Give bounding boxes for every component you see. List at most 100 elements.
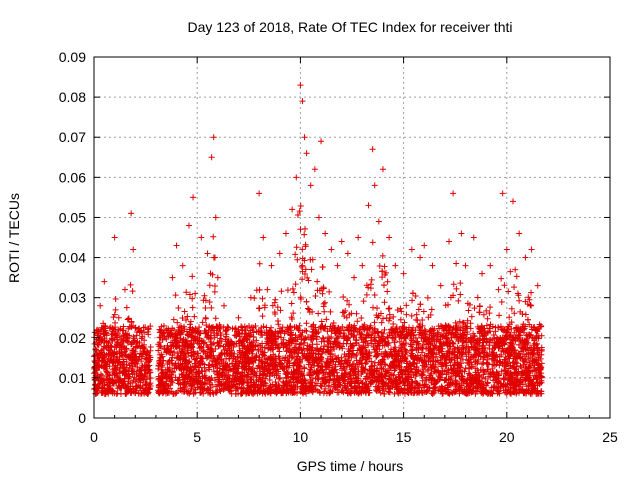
scatter-point xyxy=(129,379,136,386)
scatter-point xyxy=(340,330,347,337)
scatter-point xyxy=(123,304,130,311)
scatter-point xyxy=(297,296,304,303)
scatter-point xyxy=(207,270,214,277)
scatter-point xyxy=(501,282,508,289)
scatter-point xyxy=(263,340,270,347)
scatter-point xyxy=(344,297,351,304)
scatter-point xyxy=(318,383,325,390)
scatter-point xyxy=(317,389,324,396)
scatter-point xyxy=(484,315,491,322)
scatter-point xyxy=(345,325,352,332)
scatter-point xyxy=(113,390,120,397)
scatter-point xyxy=(287,379,294,386)
scatter-point xyxy=(522,363,529,370)
scatter-point xyxy=(371,346,378,353)
scatter-point xyxy=(457,367,464,374)
scatter-point xyxy=(537,355,544,362)
scatter-point xyxy=(385,317,392,324)
scatter-point xyxy=(105,355,112,362)
scatter-point xyxy=(184,313,191,320)
scatter-point xyxy=(206,282,213,289)
scatter-point xyxy=(309,389,316,396)
scatter-point xyxy=(437,371,444,378)
scatter-point xyxy=(479,374,486,381)
scatter-point xyxy=(277,374,284,381)
scatter-point xyxy=(112,306,119,313)
scatter-point xyxy=(451,387,457,394)
scatter-point xyxy=(297,226,304,233)
scatter-point xyxy=(99,388,106,395)
scatter-point xyxy=(330,320,337,327)
scatter-point xyxy=(526,359,533,366)
scatter-point xyxy=(508,305,515,312)
scatter-point xyxy=(279,355,286,362)
scatter-point xyxy=(481,354,488,361)
scatter-point xyxy=(293,244,300,251)
scatter-point xyxy=(420,384,427,391)
scatter-point xyxy=(266,344,273,351)
scatter-point xyxy=(370,343,377,350)
scatter-point xyxy=(100,320,107,327)
scatter-point xyxy=(236,380,243,387)
scatter-point xyxy=(226,375,233,382)
scatter-point xyxy=(422,363,429,370)
scatter-point xyxy=(211,254,218,261)
scatter-point xyxy=(297,202,304,209)
scatter-point xyxy=(528,289,535,296)
scatter-point xyxy=(335,358,342,365)
scatter-point xyxy=(205,362,212,369)
scatter-point xyxy=(194,378,201,385)
scatter-point xyxy=(506,355,513,362)
scatter-point xyxy=(259,344,266,351)
scatter-point xyxy=(223,327,230,334)
scatter-point xyxy=(456,318,463,325)
scatter-point xyxy=(229,360,236,367)
scatter-point xyxy=(201,339,208,346)
scatter-point xyxy=(325,382,332,389)
scatter-point xyxy=(433,338,440,345)
scatter-point xyxy=(453,285,460,292)
scatter-point xyxy=(281,330,288,337)
scatter-point xyxy=(429,325,436,332)
scatter-point xyxy=(142,355,149,362)
scatter-point xyxy=(342,369,349,376)
scatter-point xyxy=(487,304,494,311)
scatter-point xyxy=(360,298,367,305)
scatter-point xyxy=(234,385,241,392)
scatter-point xyxy=(225,371,232,378)
scatter-point xyxy=(354,318,361,325)
scatter-point xyxy=(101,325,108,332)
scatter-point xyxy=(299,329,306,336)
scatter-point xyxy=(224,323,231,330)
scatter-point xyxy=(94,341,101,348)
scatter-point xyxy=(159,360,166,367)
scatter-point xyxy=(314,287,321,294)
scatter-point xyxy=(403,302,410,309)
scatter-point xyxy=(175,376,182,383)
scatter-point xyxy=(208,358,215,365)
scatter-point xyxy=(479,342,486,349)
scatter-point xyxy=(259,313,266,320)
scatter-point xyxy=(465,307,472,314)
scatter-point xyxy=(272,378,279,385)
scatter-point xyxy=(301,231,308,238)
scatter-point xyxy=(189,304,196,311)
scatter-point xyxy=(445,323,452,330)
scatter-point xyxy=(248,331,255,338)
scatter-point xyxy=(323,316,330,323)
scatter-point xyxy=(409,297,416,304)
scatter-point xyxy=(245,365,252,372)
scatter-point xyxy=(471,377,478,384)
scatter-point xyxy=(319,264,326,271)
scatter-point xyxy=(386,305,393,312)
scatter-point xyxy=(421,352,428,359)
scatter-point xyxy=(346,311,353,318)
scatter-point xyxy=(463,353,470,360)
scatter-point xyxy=(167,347,174,354)
scatter-point xyxy=(529,351,536,358)
scatter-point xyxy=(388,371,395,378)
scatter-point xyxy=(128,340,135,347)
scatter-point xyxy=(344,324,351,331)
scatter-point xyxy=(404,371,411,378)
scatter-point xyxy=(320,374,327,381)
